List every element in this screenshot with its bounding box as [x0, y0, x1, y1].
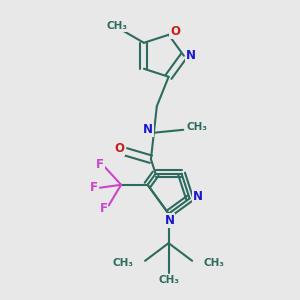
Text: CH₃: CH₃	[107, 21, 128, 31]
Text: CH₃: CH₃	[204, 258, 225, 268]
Text: F: F	[99, 202, 107, 215]
Text: N: N	[186, 49, 196, 62]
Text: F: F	[96, 158, 104, 171]
Text: CH₃: CH₃	[186, 122, 207, 132]
Text: N: N	[164, 214, 175, 227]
Text: O: O	[170, 25, 180, 38]
Text: N: N	[193, 190, 203, 203]
Text: CH₃: CH₃	[158, 275, 179, 285]
Text: N: N	[143, 123, 153, 136]
Text: O: O	[114, 142, 124, 155]
Text: F: F	[89, 181, 98, 194]
Text: CH₃: CH₃	[112, 258, 133, 268]
